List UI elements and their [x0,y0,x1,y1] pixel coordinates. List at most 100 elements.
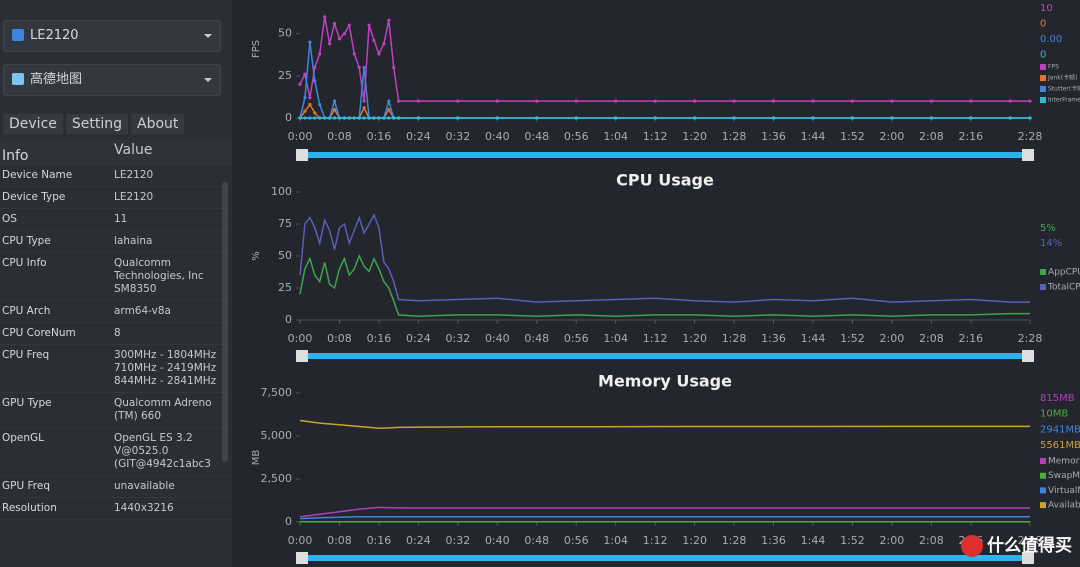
info-value: 1440x3216 [114,502,174,514]
legend-value: 0.00 [1040,34,1062,45]
point [362,116,366,120]
info-key: CPU Type [2,235,51,247]
point [574,99,578,103]
legend-value: 5% [1040,223,1056,234]
point [771,116,776,120]
x-tick-label: 0:56 [564,332,589,345]
x-tick-label: 1:20 [682,534,707,547]
point [303,116,307,120]
x-tick-label: 1:36 [761,534,786,547]
range-slider [306,152,1024,158]
table-row: Device Name LE2120 [0,165,232,187]
info-value: unavailable [114,480,175,492]
series-line [299,16,1030,102]
info-key: OpenGL [2,432,45,444]
y-axis-label: FPS [251,40,262,58]
table-row: Device Type LE2120 [0,187,232,209]
point [342,116,346,120]
point [313,116,317,120]
point [367,23,371,27]
slider-handle [296,350,308,362]
point [495,116,499,120]
device-select[interactable]: LE2120 [3,20,221,52]
table-row: CPU CoreNum 8 [0,323,232,345]
x-tick-label: 0:00 [288,130,313,143]
point [303,96,307,100]
device-name: LE2120 [30,28,79,43]
chart-title: CPU Usage [616,171,714,190]
point [969,116,973,120]
info-key: Device Name [2,169,73,181]
info-value: 300MHz - 1804MHz 710MHz - 2419MHz 844MHz… [114,349,217,387]
info-key: CPU Freq [2,349,50,361]
slider-handle [1022,350,1034,362]
x-tick-label: 2:08 [919,332,944,345]
legend-swatch [1040,64,1046,70]
chart-title: Memory Usage [598,372,732,391]
point [337,116,342,120]
table-row: CPU Freq 300MHz - 1804MHz 710MHz - 2419MH… [0,345,232,393]
point [332,22,337,26]
point [298,116,302,120]
y-tick-label: 2,500 [261,472,293,485]
point [327,42,332,46]
legend-name: AvailableMemory [1048,501,1080,511]
info-table: Info Value Device Name LE2120 Device Type LE2… [0,140,232,520]
table-row: CPU Type lahaina [0,231,232,253]
series-line [299,506,1030,518]
point [1028,99,1032,103]
point [318,102,322,107]
x-tick-label: 2:08 [919,130,944,143]
point [535,99,539,103]
x-tick-label: 0:48 [524,534,549,547]
point [614,116,618,120]
x-tick-label: 0:48 [524,130,549,143]
series-line [299,42,1030,119]
range-slider [306,353,1024,359]
x-tick-label: 2:00 [880,130,905,143]
point [811,99,815,103]
y-tick-label: 5,000 [261,429,293,442]
point [318,116,322,120]
x-tick-label: 1:44 [801,534,826,547]
point [337,37,342,41]
x-tick-label: 1:20 [682,332,707,345]
point [653,116,657,120]
app-select[interactable]: 高德地图 [3,64,221,96]
x-tick-label: 2:08 [919,534,944,547]
x-tick-label: 1:12 [643,332,668,345]
x-tick-label: 1:36 [761,130,786,143]
tab[interactable]: Setting [65,114,129,134]
scrollbar[interactable] [222,182,228,462]
y-tick-label: 7,500 [261,386,293,399]
tab[interactable]: About [131,114,185,134]
info-key: GPU Freq [2,480,50,492]
x-tick-label: 0:16 [367,534,392,547]
point [456,116,460,120]
point [382,42,386,46]
info-key: CPU Info [2,257,47,269]
sidebar: LE2120 高德地图 Device Setting About Info Value… [0,0,232,567]
x-tick-label: 0:16 [367,130,392,143]
legend-swatch [1040,472,1046,479]
point [332,116,337,120]
x-tick-label: 0:32 [445,130,470,143]
point [313,79,317,83]
legend-value: 2941MB [1040,424,1080,435]
point [969,99,973,103]
legend-value: 10MB [1040,409,1068,420]
x-tick-label: 1:52 [840,332,865,345]
x-tick-label: 1:52 [840,534,865,547]
point [318,52,322,56]
point [397,99,401,103]
tab[interactable]: Device [3,114,63,134]
point [362,99,366,103]
info-value: OpenGL ES 3.2 V@0525.0 (GIT@4942c1abc3 [114,432,211,470]
point [308,96,312,100]
point [352,116,356,120]
legend-value: 0 [1040,50,1046,61]
legend-name: Jank(卡顿) [1047,74,1077,82]
x-tick-label: 0:08 [327,534,352,547]
point [387,116,391,120]
